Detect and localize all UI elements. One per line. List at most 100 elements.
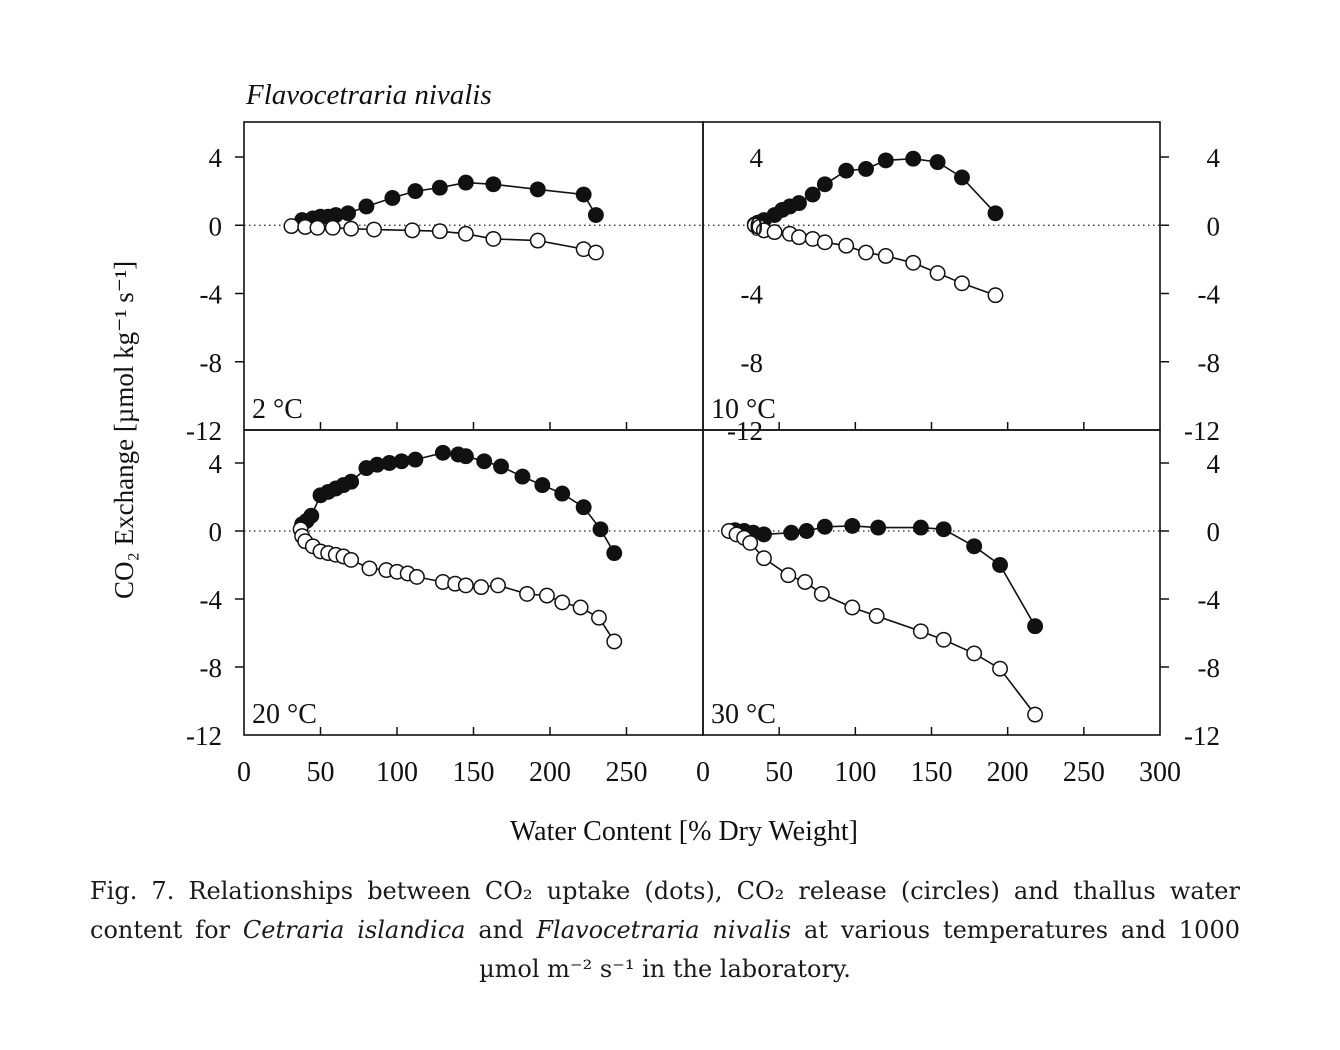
panel-4-uptake-point [755,526,772,543]
panel-3-uptake-line [301,451,615,554]
panel-2-release-point [816,234,833,251]
panel-3-release-point [591,609,607,626]
panel-2-release-point [838,237,855,254]
panel-3-y-tick-label: 4 [209,449,223,479]
panel-3-uptake-point [493,458,509,475]
panel-2-release-point [905,254,922,271]
panel-1-uptake-point [340,205,356,222]
panel-3-release-point [538,587,555,604]
panel-3-uptake-point [534,477,551,494]
panel-1-release-point [457,225,474,242]
caption-species-1: Cetraria islandica [242,916,466,944]
panel-3-x-tick-label: 250 [606,757,648,788]
panel-4-release-point [1027,706,1044,723]
panel-2-uptake-point [954,169,970,186]
panel-1-uptake-point [457,174,474,191]
species-title: Flavocetraria nivalis [245,79,492,111]
panel-3-temperature-label: 20 °C [252,699,317,730]
panel-3-uptake-point [434,444,451,461]
panel-1-y-tick-label-right: -12 [727,416,763,446]
panel-3-x-tick-label: 200 [529,757,571,788]
panel-3-release-point [519,585,535,602]
panel-4-release-point [966,645,983,662]
panel-4-release-point [813,585,830,602]
panel-4-x-tick-label: 150 [911,757,953,788]
panel-4-frame [702,429,1161,736]
panel-1-y-tick-label-right: 0 [750,211,764,241]
panel-1-uptake-point [529,181,546,198]
panel-3-uptake-point [303,507,320,524]
panel-1-release-point [431,223,448,240]
series-layer [283,150,1044,723]
panel-3-x-tick-label: 50 [307,757,335,788]
panel-3-release-point [606,633,623,650]
panel-2-release-point [987,287,1004,304]
panel-1-y-tick-label-right: 4 [750,143,764,173]
panel-2-uptake-point [905,150,922,167]
panel-4-x-tick-label: 200 [987,757,1029,788]
panel-4-release-point [844,599,861,616]
panel-1-uptake-point [431,179,448,196]
panel-4-release-point [755,550,772,567]
panel-2-uptake-point [791,195,807,212]
caption-and: and [478,916,524,944]
panel-3-y-tick-label: 0 [209,517,223,547]
panel-3-uptake-point [575,499,592,516]
panel-3-release-point [473,579,490,596]
panel-3-uptake-point [554,485,571,502]
panel-1-y-tick-label: -4 [200,280,223,310]
panel-4-y-tick-label-right: 4 [1207,449,1221,479]
panel-2-release-point [929,265,946,281]
panel-1-release-point [529,232,546,249]
panel-4-y-tick-label-right: -4 [1198,585,1221,615]
panel-3-y-tick-label: -4 [200,585,223,615]
panel-1-uptake-point [587,207,604,223]
panel-4-uptake-point [912,519,929,536]
panel-3-frame [243,429,704,736]
panel-2-uptake-point [838,162,855,179]
panel-3-uptake-point [514,468,531,485]
panel-2-temperature-label: 10 °C [711,394,776,425]
panel-2-uptake-point [929,154,946,171]
panel-3-release-point [343,551,360,568]
panel-4-release-point [780,567,797,584]
panel-1-uptake-point [485,176,502,193]
panel-4-release-point [742,534,759,551]
panel-2-release-point [766,224,783,241]
panel-4-y-tick-label-right: -8 [1198,653,1221,683]
panel-3-x-tick-label: 100 [376,757,418,788]
panel-2-uptake-point [877,152,894,169]
caption-text-1: Relationships between CO₂ uptake (dots),… [90,877,1240,944]
panel-4-release-point [935,631,952,648]
panel-2-release-point [791,229,807,246]
panel-1-release-point [283,218,300,235]
panel-2-y-tick-label-right: 4 [1207,143,1221,173]
panel-1-y-tick-label-right: -8 [741,348,764,378]
panel-4-uptake-point [870,519,887,536]
panel-1-release-point [485,230,502,247]
panel-3-x-tick-label: 0 [237,757,251,788]
panel-4-release-point [912,623,929,640]
panel-2-uptake-point [804,186,821,203]
panel-2-y-tick-label-right: -8 [1198,348,1221,378]
panel-4-release-line [728,530,1036,716]
panel-4-x-tick-label: 300 [1139,757,1181,788]
panel-1-release-point [404,222,421,239]
panel-3-y-tick-label: -12 [186,721,222,751]
panel-4-uptake-point [992,557,1008,573]
panel-4-uptake-point [798,523,815,539]
panel-3-release-point [490,577,506,594]
panel-2-y-tick-label-right: -4 [1198,280,1221,310]
panel-4-uptake-point [966,538,983,555]
panel-3-x-tick-label: 150 [453,757,495,788]
panel-4-uptake-point [816,518,833,535]
grid-layer [244,224,1160,532]
panel-4-x-tick-label: 50 [765,757,793,788]
panel-3-release-point [572,599,589,616]
panel-1-temperature-label: 2 °C [252,394,303,425]
panel-4-uptake-point [844,517,861,534]
panel-2-release-point [877,248,894,264]
panel-3-release-point [457,577,474,594]
